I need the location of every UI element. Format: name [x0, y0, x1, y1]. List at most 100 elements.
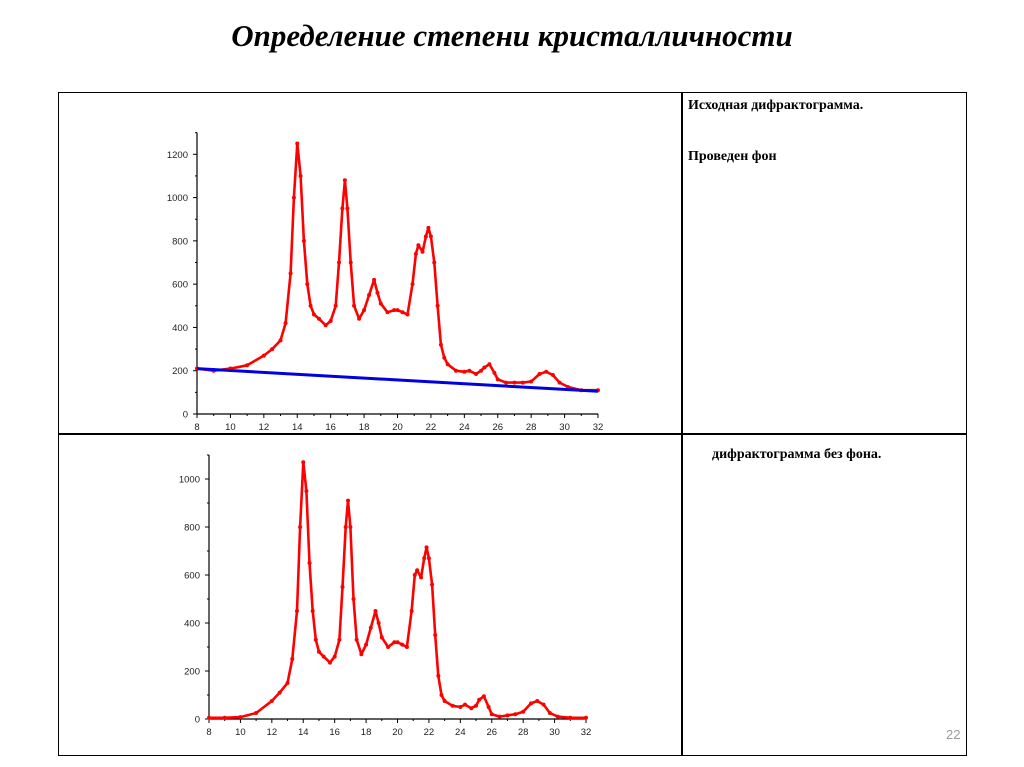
- data-point: [463, 702, 468, 707]
- x-tick-label: 24: [459, 422, 470, 433]
- table-cell-bottom-left: [58, 433, 683, 756]
- data-point: [400, 642, 405, 647]
- data-point: [368, 625, 373, 630]
- data-point: [367, 292, 372, 297]
- data-point: [304, 489, 309, 493]
- data-point: [238, 715, 243, 720]
- data-point: [294, 609, 299, 613]
- data-point: [426, 225, 431, 230]
- data-point: [416, 243, 421, 248]
- x-tick-label: 12: [267, 727, 278, 738]
- data-point: [413, 251, 418, 256]
- data-point: [520, 380, 525, 385]
- data-point: [529, 379, 534, 384]
- data-point: [316, 316, 321, 321]
- x-tick-label: 10: [225, 422, 236, 433]
- x-tick-label: 22: [426, 422, 437, 433]
- data-point: [362, 308, 367, 313]
- data-point: [512, 380, 517, 385]
- data-point: [482, 365, 487, 370]
- y-tick-label: 0: [183, 410, 188, 421]
- x-tick-label: 10: [235, 727, 246, 738]
- data-point: [504, 380, 509, 385]
- x-tick-label: 18: [359, 422, 370, 433]
- data-point: [295, 141, 300, 146]
- data-point: [328, 318, 333, 323]
- data-point: [291, 195, 296, 200]
- background-line: [196, 367, 599, 393]
- data-point: [557, 380, 562, 385]
- data-point: [375, 290, 380, 295]
- data-point: [337, 637, 342, 642]
- x-tick-label: 16: [325, 422, 336, 433]
- x-tick-label: 28: [526, 422, 537, 433]
- data-point: [537, 371, 542, 376]
- data-point: [386, 645, 391, 649]
- data-point: [310, 609, 315, 613]
- data-point: [422, 556, 427, 561]
- data-point: [378, 301, 383, 306]
- data-point: [327, 660, 332, 665]
- data-point: [343, 525, 348, 529]
- data-point: [420, 249, 425, 254]
- data-point: [348, 260, 353, 265]
- data-point: [442, 699, 447, 703]
- data-point: [438, 342, 443, 347]
- data-point: [432, 260, 437, 265]
- table-cell-bottom-right: [681, 433, 967, 756]
- data-point: [467, 368, 472, 373]
- data-point: [584, 715, 588, 720]
- x-tick-label: 26: [486, 727, 497, 738]
- x-tick-label: 28: [518, 727, 529, 738]
- data-point: [433, 633, 438, 637]
- data-point: [395, 640, 400, 645]
- data-point: [333, 303, 338, 308]
- x-tick-label: 18: [361, 727, 372, 738]
- x-tick-label: 26: [492, 422, 503, 433]
- data-point: [308, 303, 313, 308]
- data-point: [392, 308, 397, 313]
- y-tick-label: 1000: [167, 193, 188, 204]
- data-point: [521, 709, 526, 714]
- x-tick-label: 30: [549, 727, 560, 738]
- y-tick-label: 1200: [167, 150, 188, 161]
- data-point: [254, 711, 259, 715]
- data-point: [321, 654, 326, 659]
- data-point: [298, 525, 303, 529]
- caption-no-background: дифрактограмма без фона.: [712, 447, 882, 462]
- data-point: [426, 556, 431, 561]
- data-point: [404, 645, 409, 649]
- data-point: [450, 703, 455, 708]
- y-tick-label: 600: [184, 571, 200, 582]
- x-tick-label: 8: [194, 422, 199, 433]
- data-point: [323, 323, 328, 328]
- data-point: [207, 715, 211, 720]
- caption-background: Проведен фон: [688, 149, 777, 164]
- x-tick-label: 20: [392, 422, 403, 433]
- data-point: [541, 702, 546, 707]
- data-point: [487, 362, 492, 367]
- data-point: [469, 706, 474, 711]
- y-tick-label: 1000: [179, 475, 200, 486]
- data-point: [435, 303, 440, 308]
- x-tick-label: 24: [455, 727, 466, 738]
- x-tick-label: 32: [593, 422, 604, 433]
- data-point: [261, 353, 266, 358]
- data-point: [305, 282, 310, 287]
- data-point: [419, 575, 424, 580]
- data-point: [373, 609, 378, 613]
- data-line: [196, 142, 598, 392]
- data-point: [415, 568, 420, 573]
- table-cell-top-left: [58, 92, 683, 435]
- data-point: [412, 573, 417, 577]
- data-point: [372, 277, 377, 282]
- data-point: [352, 303, 357, 308]
- data-point: [439, 693, 444, 697]
- data-point: [486, 705, 491, 709]
- data-point: [245, 363, 250, 368]
- page-number: 22: [946, 727, 961, 742]
- data-point: [489, 712, 494, 717]
- x-tick-label: 32: [581, 727, 592, 738]
- data-point: [222, 715, 227, 720]
